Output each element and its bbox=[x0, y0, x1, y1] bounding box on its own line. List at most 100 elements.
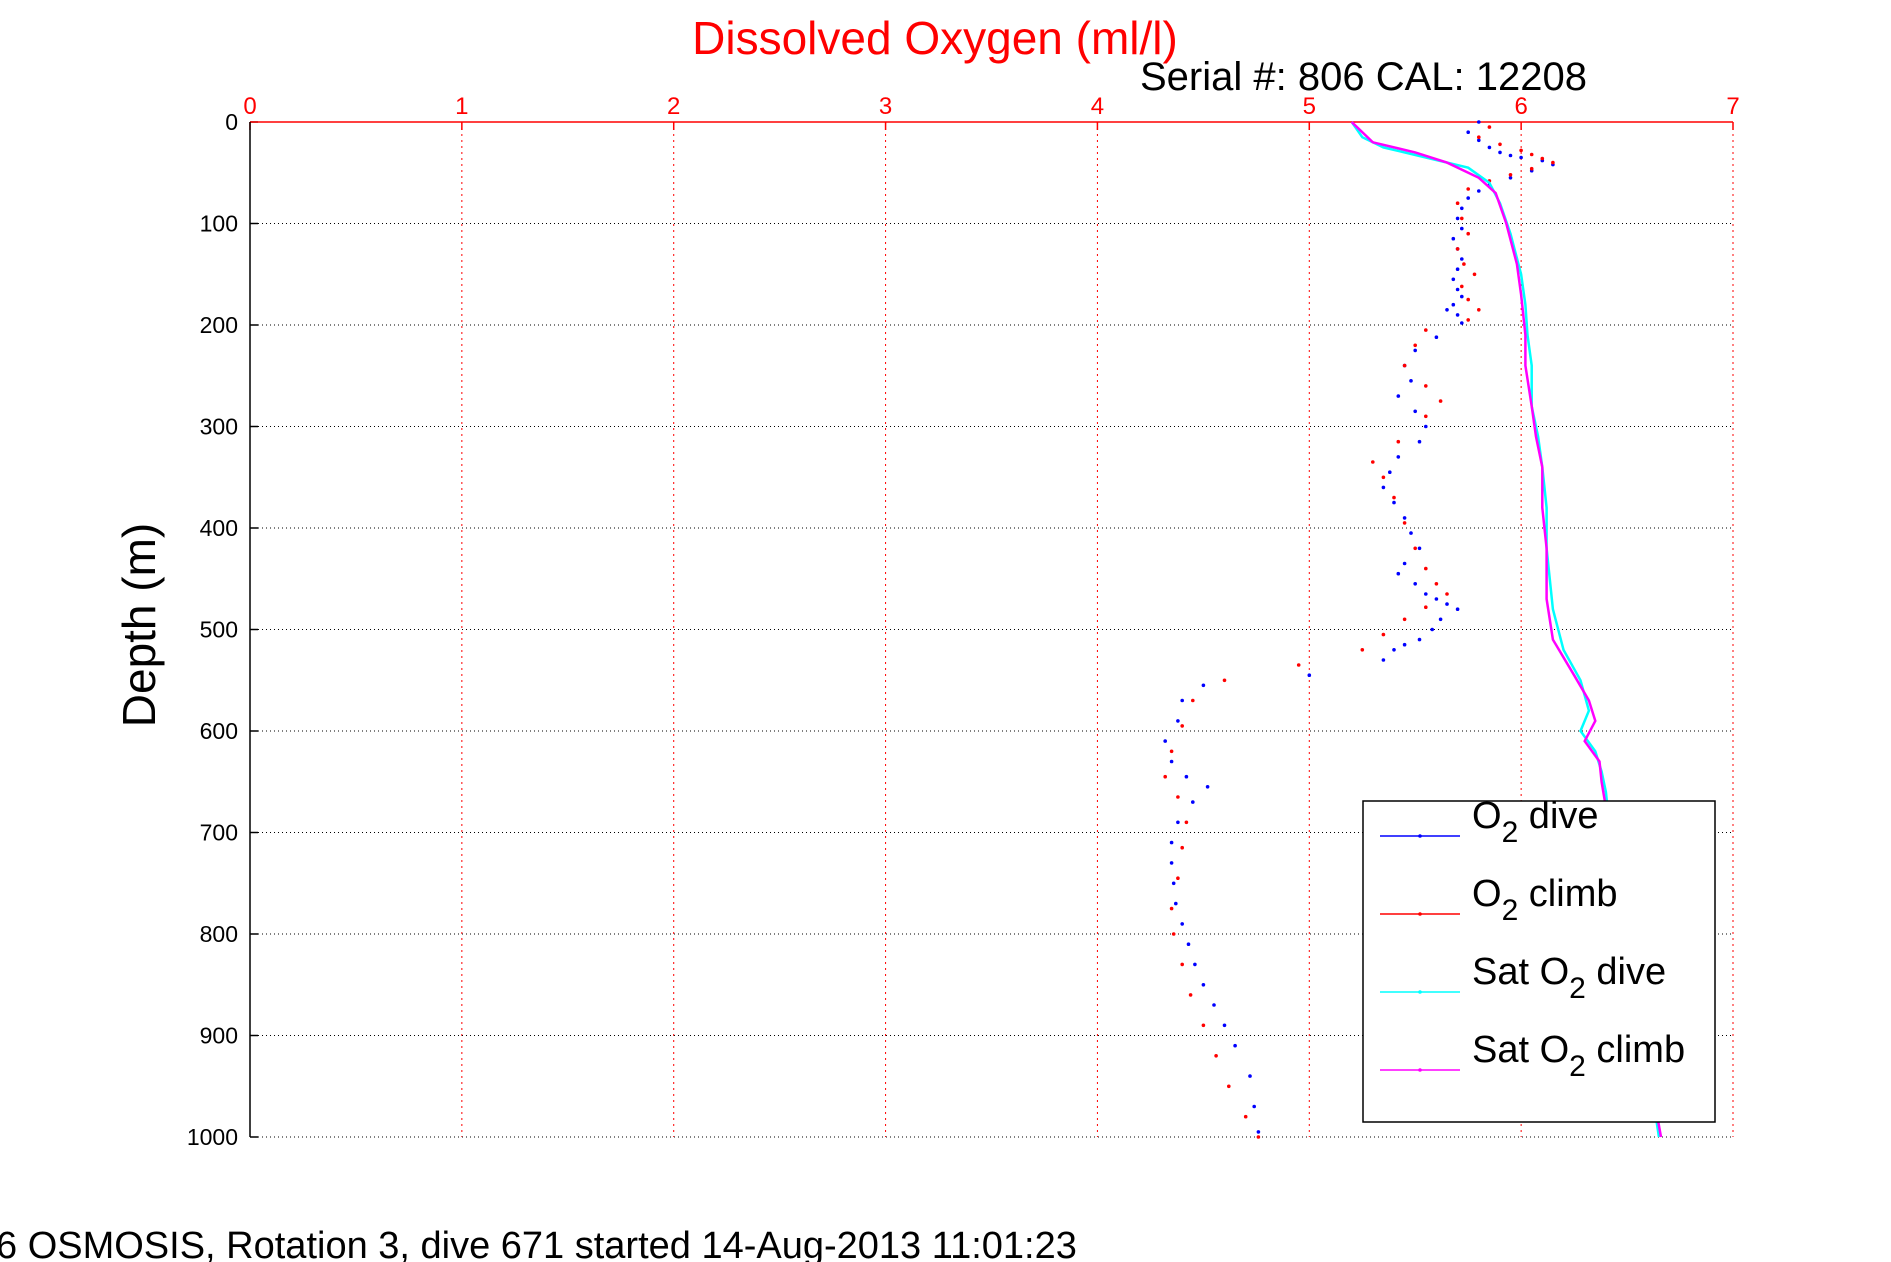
data-point-o2-dive bbox=[1402, 516, 1407, 520]
data-point-o2-dive bbox=[1402, 561, 1407, 566]
series-o2-dive bbox=[1163, 120, 1555, 1134]
legend-item: Sat O2 dive bbox=[1380, 951, 1666, 1005]
data-point-o2-dive bbox=[1233, 1043, 1237, 1048]
data-point-o2-dive bbox=[1388, 470, 1392, 475]
data-point-o2-climb bbox=[1402, 617, 1407, 622]
data-point-o2-dive bbox=[1402, 642, 1407, 647]
data-point-o2-dive bbox=[1180, 698, 1184, 703]
data-point-o2-climb bbox=[1529, 152, 1534, 157]
data-point-o2-climb bbox=[1460, 284, 1464, 289]
data-point-o2-climb bbox=[1176, 876, 1180, 880]
data-point-o2-dive bbox=[1455, 216, 1460, 221]
legend-label: O2 climb bbox=[1472, 873, 1617, 927]
data-point-o2-dive bbox=[1477, 138, 1481, 143]
y-tick-label: 900 bbox=[200, 1023, 238, 1049]
data-point-o2-dive bbox=[1466, 196, 1470, 200]
data-point-o2-climb bbox=[1498, 142, 1502, 147]
data-point-o2-climb bbox=[1462, 262, 1466, 266]
data-point-o2-climb bbox=[1424, 605, 1428, 609]
data-point-o2-dive bbox=[1519, 155, 1523, 160]
data-point-o2-climb bbox=[1466, 187, 1470, 191]
data-point-o2-dive bbox=[1417, 546, 1422, 551]
legend-label: Sat O2 dive bbox=[1472, 951, 1666, 1005]
data-point-o2-dive bbox=[1163, 739, 1167, 743]
y-tick-label: 500 bbox=[200, 617, 238, 643]
data-point-o2-climb bbox=[1256, 1135, 1261, 1139]
data-point-o2-climb bbox=[1214, 1054, 1218, 1058]
y-tick-label: 400 bbox=[200, 515, 238, 541]
data-point-o2-climb bbox=[1413, 546, 1417, 551]
y-tick-label: 200 bbox=[200, 312, 238, 338]
legend-marker bbox=[1418, 1068, 1422, 1072]
data-point-o2-dive bbox=[1455, 313, 1460, 317]
data-point-o2-climb bbox=[1460, 216, 1464, 221]
data-point-o2-dive bbox=[1460, 257, 1464, 261]
legend-item: Sat O2 climb bbox=[1380, 1029, 1685, 1083]
y-tick-label: 0 bbox=[225, 109, 238, 135]
data-point-o2-dive bbox=[1430, 627, 1434, 632]
data-point-o2-dive bbox=[1409, 379, 1413, 383]
data-point-o2-climb bbox=[1176, 795, 1180, 799]
legend-label: Sat O2 climb bbox=[1472, 1029, 1685, 1083]
data-point-o2-climb bbox=[1171, 932, 1176, 936]
y-axis-label: Depth (m) bbox=[113, 523, 165, 727]
data-point-o2-dive bbox=[1201, 983, 1206, 987]
data-point-o2-dive bbox=[1455, 607, 1460, 611]
data-point-o2-climb bbox=[1424, 414, 1428, 419]
legend-marker bbox=[1418, 990, 1422, 994]
data-point-o2-climb bbox=[1413, 343, 1417, 348]
data-point-o2-dive bbox=[1413, 348, 1417, 353]
data-point-o2-dive bbox=[1171, 881, 1176, 886]
data-point-o2-dive bbox=[1455, 267, 1460, 272]
y-tick-label: 600 bbox=[200, 718, 238, 744]
data-point-o2-dive bbox=[1477, 189, 1481, 193]
data-point-o2-dive bbox=[1460, 294, 1464, 299]
data-point-o2-dive bbox=[1451, 302, 1456, 307]
data-point-o2-climb bbox=[1381, 632, 1386, 637]
data-point-o2-dive bbox=[1508, 176, 1513, 180]
data-point-o2-dive bbox=[1413, 409, 1417, 414]
data-point-o2-climb bbox=[1360, 648, 1365, 652]
data-point-o2-dive bbox=[1508, 153, 1513, 158]
data-point-o2-dive bbox=[1396, 571, 1401, 576]
legend-label: O2 dive bbox=[1472, 795, 1599, 849]
data-point-o2-climb bbox=[1472, 272, 1477, 277]
data-point-o2-dive bbox=[1169, 861, 1174, 865]
data-point-o2-dive bbox=[1445, 602, 1449, 606]
data-point-o2-climb bbox=[1191, 698, 1195, 703]
data-point-o2-dive bbox=[1409, 531, 1413, 535]
legend-item: O2 climb bbox=[1380, 873, 1617, 927]
data-point-o2-climb bbox=[1169, 749, 1174, 754]
data-point-o2-dive bbox=[1174, 901, 1178, 906]
data-point-o2-climb bbox=[1466, 318, 1470, 322]
data-point-o2-dive bbox=[1455, 287, 1460, 292]
data-point-o2-dive bbox=[1191, 800, 1195, 804]
x-tick-label: 0 bbox=[243, 93, 256, 120]
legend: O2 dive O2 climb Sat O2 dive Sat O2 climb bbox=[1362, 795, 1716, 1123]
x-tick-label: 1 bbox=[455, 93, 468, 120]
y-tick-label: 800 bbox=[200, 921, 238, 947]
legend-marker bbox=[1418, 834, 1422, 838]
data-point-o2-dive bbox=[1451, 236, 1456, 241]
data-point-o2-dive bbox=[1434, 335, 1439, 340]
data-point-o2-dive bbox=[1184, 774, 1189, 779]
series-o2-climb bbox=[1163, 125, 1555, 1139]
data-point-o2-dive bbox=[1205, 785, 1210, 789]
data-point-o2-dive bbox=[1424, 424, 1428, 429]
data-point-o2-dive bbox=[1417, 637, 1422, 642]
data-point-o2-climb bbox=[1487, 125, 1492, 129]
data-point-o2-dive bbox=[1460, 321, 1464, 325]
legend-marker bbox=[1418, 912, 1422, 916]
data-point-o2-dive bbox=[1396, 455, 1401, 459]
data-point-o2-dive bbox=[1193, 962, 1197, 967]
data-point-o2-dive bbox=[1381, 485, 1386, 490]
data-point-o2-climb bbox=[1445, 592, 1449, 596]
y-tick-label: 1000 bbox=[187, 1124, 238, 1150]
data-point-o2-dive bbox=[1451, 277, 1456, 282]
data-point-o2-dive bbox=[1307, 673, 1312, 677]
data-point-o2-climb bbox=[1466, 231, 1470, 236]
data-point-o2-climb bbox=[1222, 678, 1227, 683]
chart-subtitle: Serial #: 806 CAL: 12208 bbox=[1140, 55, 1587, 99]
data-point-o2-climb bbox=[1424, 328, 1428, 332]
data-point-o2-dive bbox=[1252, 1104, 1256, 1109]
